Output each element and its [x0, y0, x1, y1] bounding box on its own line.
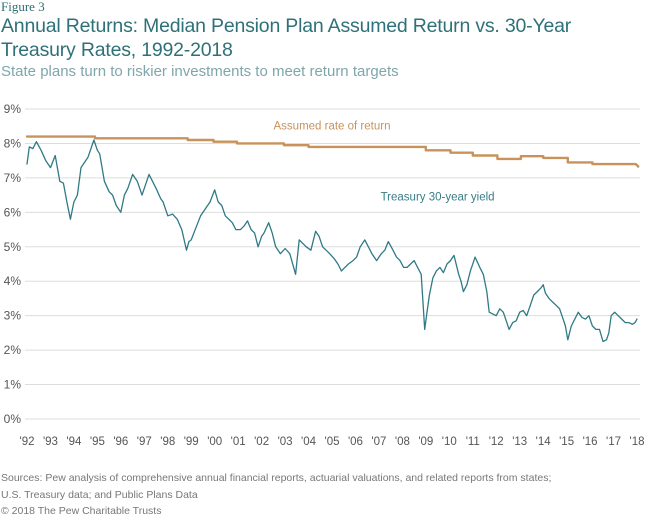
x-tick-label: '00 — [207, 436, 222, 448]
x-tick-label: '16 — [583, 436, 598, 448]
gridlines — [25, 108, 640, 420]
chart-title: Annual Returns: Median Pension Plan Assu… — [1, 15, 572, 61]
x-tick-label: '18 — [630, 436, 645, 448]
x-tick-label: '08 — [395, 436, 410, 448]
x-tick-label: '14 — [536, 436, 552, 448]
x-tick-label: '01 — [231, 436, 246, 448]
x-tick-label: '02 — [254, 436, 269, 448]
y-tick-label: 0% — [4, 412, 22, 426]
y-tick-label: 6% — [4, 205, 22, 219]
y-tick-label: 8% — [4, 136, 22, 150]
x-tick-label: '97 — [137, 436, 152, 448]
x-tick-label: '04 — [301, 436, 317, 448]
treasury-series-label: Treasury 30-year yield — [381, 191, 495, 203]
x-tick-label: '11 — [466, 436, 480, 448]
treasury-series-line — [26, 139, 638, 343]
sources-line-2: U.S. Treasury data; and Public Plans Dat… — [1, 489, 198, 501]
copyright: © 2018 The Pew Charitable Trusts — [1, 505, 162, 517]
x-tick-label: '03 — [278, 436, 293, 448]
x-tick-label: '92 — [20, 436, 35, 448]
series — [25, 135, 640, 343]
x-tick-label: '95 — [90, 436, 105, 448]
x-tick-label: '07 — [371, 436, 386, 448]
x-tick-label: '06 — [348, 436, 363, 448]
y-tick-label: 9% — [4, 102, 22, 116]
x-tick-label: '96 — [113, 436, 128, 448]
assumed-series-line — [25, 135, 640, 168]
x-tick-label: '17 — [606, 436, 621, 448]
y-tick-label: 3% — [4, 309, 22, 323]
assumed-series-label: Assumed rate of return — [274, 121, 391, 133]
sources-line-1: Sources: Pew analysis of comprehensive a… — [1, 472, 552, 484]
x-tick-label: '10 — [442, 436, 457, 448]
x-tick-label: '15 — [559, 436, 574, 448]
y-axis-ticks: 0% 1% 2% 3% 4% 5% 6% 7% 8% 9% — [4, 102, 22, 426]
annotations: Assumed rate of return Treasury 30-year y… — [274, 121, 495, 204]
x-tick-label: '94 — [66, 436, 82, 448]
y-tick-label: 7% — [4, 171, 22, 185]
figure-label: Figure 3 — [1, 0, 45, 14]
x-tick-label: '12 — [489, 436, 504, 448]
x-tick-label: '98 — [160, 436, 175, 448]
x-tick-label: '93 — [43, 436, 58, 448]
y-tick-label: 4% — [4, 274, 22, 288]
x-axis-ticks: '92 '93 '94 '95 '96 '97 '98 '99 '00 '01 '02 '03 '04 '… — [20, 436, 645, 448]
x-tick-label: '13 — [512, 436, 527, 448]
chart-subtitle: State plans turn to riskier investments … — [1, 63, 399, 80]
x-tick-label: '05 — [325, 436, 340, 448]
y-tick-label: 5% — [4, 240, 22, 254]
y-tick-label: 1% — [4, 378, 22, 392]
y-tick-label: 2% — [4, 343, 22, 357]
x-tick-label: '99 — [184, 436, 199, 448]
x-tick-label: '09 — [418, 436, 433, 448]
